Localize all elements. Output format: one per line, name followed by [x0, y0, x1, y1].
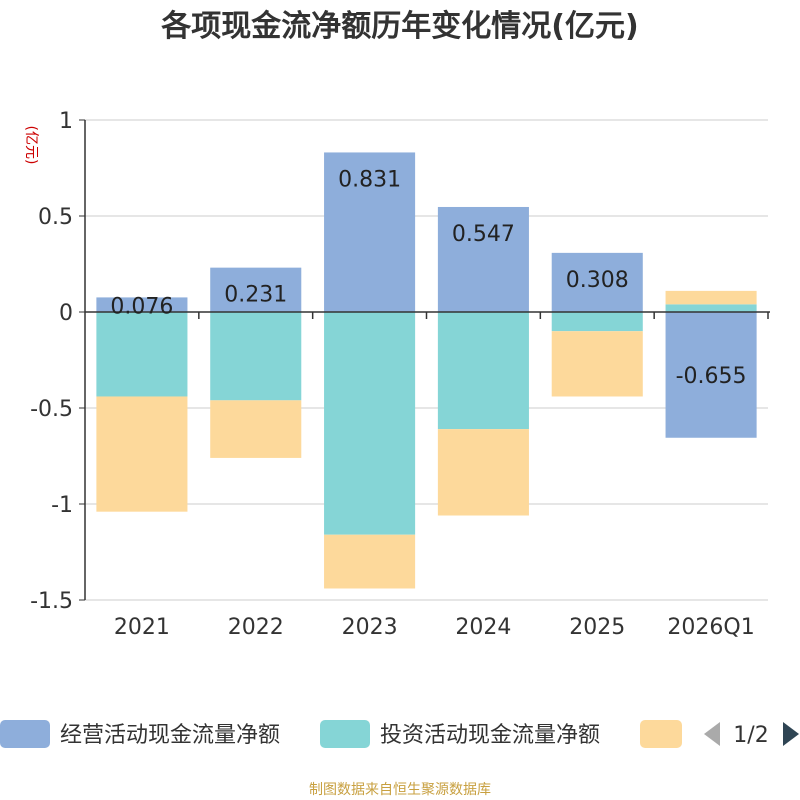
bar-investing-2022	[210, 312, 302, 401]
y-tick-label: -0.5	[30, 397, 73, 422]
x-tick-label: 2024	[455, 615, 511, 640]
legend: 经营活动现金流量净额 投资活动现金流量净额 1/2	[0, 720, 799, 748]
legend-next-page-icon[interactable]	[783, 722, 799, 746]
legend-swatch-financing	[640, 720, 682, 748]
x-tick-label: 2023	[342, 615, 398, 640]
data-label: 0.231	[224, 283, 287, 308]
x-tick-label: 2025	[569, 615, 625, 640]
legend-page-indicator: 1/2	[733, 723, 768, 748]
y-tick-label: -1.5	[30, 589, 73, 614]
bar-financing-2021	[96, 396, 188, 512]
data-labels: 0.076 0.231 0.831 0.547 0.308 -0.655	[110, 167, 746, 388]
legend-label-operating: 经营活动现金流量净额	[60, 723, 280, 748]
bar-operating-2021	[96, 297, 188, 312]
data-label: -0.655	[676, 364, 747, 389]
bar-financing-2024	[437, 429, 529, 516]
legend-item-operating[interactable]: 经营活动现金流量净额	[0, 720, 280, 748]
x-tick-label: 2026Q1	[667, 615, 754, 640]
x-tick-label: 2021	[114, 615, 170, 640]
bar-operating-2024	[437, 206, 529, 312]
bar-financing-2026Q1	[665, 290, 757, 305]
bar-investing-2021	[96, 312, 188, 397]
bar-operating-2023	[324, 152, 416, 312]
legend-prev-page-icon[interactable]	[704, 722, 720, 746]
y-tick-label: 1	[59, 109, 73, 134]
y-tick-label: 0.5	[38, 205, 73, 230]
bar-operating-2026Q1	[665, 312, 757, 438]
chart-title: 各项现金流净额历年变化情况(亿元)	[160, 9, 638, 44]
axes: 1 0.5 0 -0.5 -1 -1.5 2021 2022 2023 2024 2025 2026Q…	[30, 109, 770, 640]
data-label: 0.076	[110, 294, 173, 319]
data-label: 0.547	[452, 222, 515, 247]
x-tick-label: 2022	[228, 615, 284, 640]
legend-swatch-operating	[0, 720, 50, 748]
bar-financing-2025	[551, 331, 643, 397]
bar-investing-2025	[551, 312, 643, 332]
legend-item-investing[interactable]: 投资活动现金流量净额	[320, 720, 600, 748]
bar-investing-2026Q1	[665, 304, 757, 312]
bar-operating-2025	[551, 252, 643, 312]
legend-label-investing: 投资活动现金流量净额	[380, 723, 600, 748]
bar-financing-2022	[210, 400, 302, 458]
y-tick-label: -1	[51, 493, 73, 518]
grid-lines	[85, 119, 768, 601]
bar-investing-2024	[437, 312, 529, 430]
bar-financing-2023	[324, 534, 416, 589]
y-tick-label: 0	[59, 301, 73, 326]
source-note: 制图数据来自恒生聚源数据库	[309, 782, 491, 798]
data-label: 0.308	[566, 268, 629, 293]
y-axis-unit-label: (亿元)	[23, 126, 39, 165]
legend-item-financing[interactable]	[640, 720, 682, 748]
bar-series	[96, 152, 757, 589]
data-label: 0.831	[338, 167, 401, 192]
bar-operating-2022	[210, 267, 302, 312]
legend-swatch-investing	[320, 720, 370, 748]
bar-investing-2023	[324, 312, 416, 535]
